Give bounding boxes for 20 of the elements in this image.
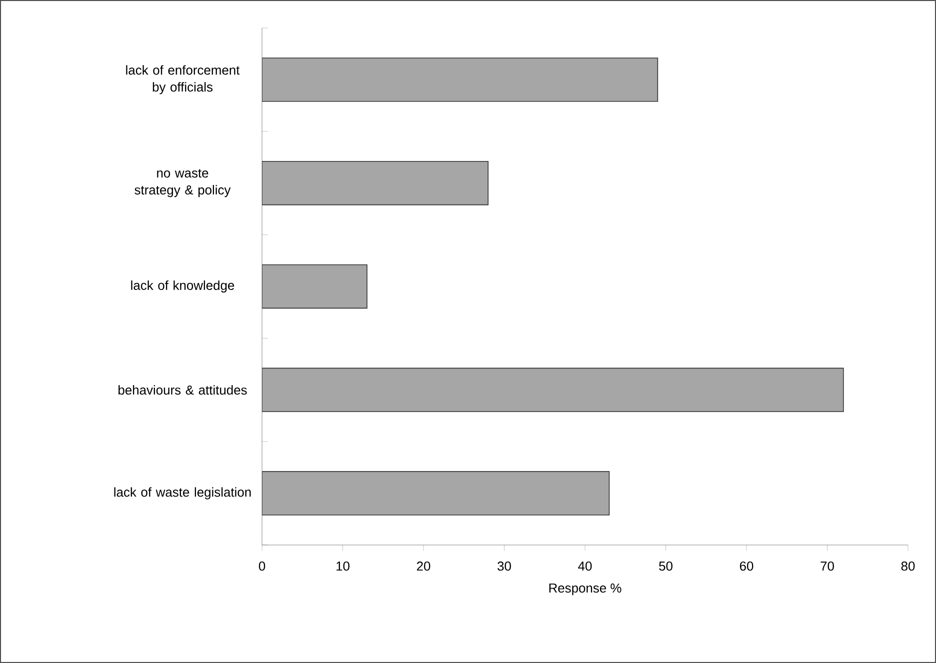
x-tick-label: 70 [820, 562, 834, 571]
x-tick-label: 10 [336, 562, 350, 571]
y-tick-label: no waste strategy & policy [134, 169, 231, 198]
bar [262, 58, 658, 102]
y-tick-label: lack of enforcement by officials [126, 65, 240, 94]
x-tick-label: 20 [416, 562, 430, 571]
x-tick-label: 60 [740, 562, 754, 571]
y-tick-label: behaviours & attitudes [118, 385, 247, 395]
bar [262, 471, 610, 516]
x-tick-label: 80 [901, 562, 915, 571]
y-tick-label: lack of waste legislation [114, 487, 251, 500]
y-tick-label: lack of knowledge [131, 280, 234, 293]
x-tick-label: 30 [498, 562, 511, 571]
bar [262, 160, 489, 206]
x-tick-label: 40 [578, 562, 592, 571]
x-tick-label: 0 [258, 562, 266, 571]
bar [262, 368, 844, 412]
bar [262, 264, 368, 309]
x-axis-title: Response % [549, 584, 622, 596]
x-tick-label: 50 [659, 562, 672, 571]
